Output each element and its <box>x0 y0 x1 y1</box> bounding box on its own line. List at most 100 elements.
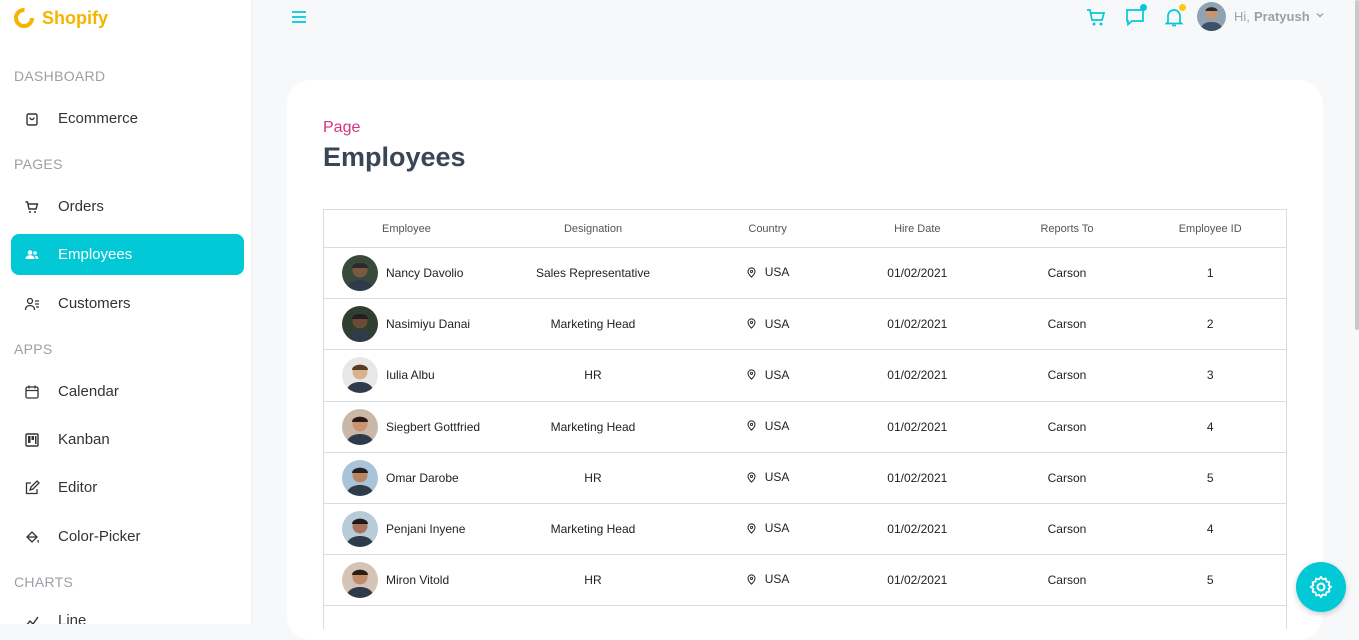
person-photo-icon <box>342 357 378 394</box>
designation-cell: HR <box>584 368 602 383</box>
avatar[interactable] <box>1197 2 1226 31</box>
line-chart-icon <box>26 616 39 624</box>
column-header-hire-date[interactable]: Hire Date <box>894 222 941 235</box>
sidebar-item-color-picker[interactable]: Color-Picker <box>11 516 244 557</box>
table-row[interactable]: Iulia Albu HR USA 01/02/2021 Carson 3 <box>324 350 1286 402</box>
employee-cell: Penjani Inyene <box>324 511 486 548</box>
brand-logo[interactable]: Shopify <box>14 6 108 30</box>
location-pin-icon <box>747 318 756 329</box>
location-pin-icon <box>747 369 756 380</box>
cart-icon[interactable] <box>1085 6 1107 28</box>
employee-cell: Nancy Davolio <box>324 255 486 292</box>
reports-to-cell: Carson <box>1047 368 1087 383</box>
country-cell: USA <box>700 419 835 435</box>
column-header-country[interactable]: Country <box>748 222 787 235</box>
customers-icon <box>24 297 39 310</box>
hire-date-cell: 01/02/2021 <box>887 419 948 434</box>
location-pin-icon <box>747 267 756 278</box>
employee-avatar <box>342 562 378 599</box>
kanban-icon <box>25 432 39 447</box>
table-row[interactable]: Nasimiyu Danai Marketing Head USA 01/02/… <box>324 299 1286 351</box>
country-value: USA <box>764 418 790 433</box>
edit-icon <box>25 479 40 494</box>
sidebar-item-label: Ecommerce <box>58 110 139 127</box>
sidebar-item-ecommerce[interactable]: Ecommerce <box>11 98 244 139</box>
bell-icon[interactable] <box>1163 6 1185 28</box>
employee-cell: Nasimiyu Danai <box>324 306 486 343</box>
employee-id-cell: 4 <box>1206 522 1214 537</box>
sidebar-item-calendar[interactable]: Calendar <box>11 371 244 412</box>
person-photo-icon <box>342 408 378 445</box>
settings-button[interactable] <box>1296 562 1346 612</box>
section-dashboard: DASHBOARD <box>14 68 106 84</box>
table-row[interactable]: Siegbert Gottfried Marketing Head USA 01… <box>324 402 1286 453</box>
sidebar: Shopify DASHBOARD Ecommerce PAGES Orders… <box>0 0 252 624</box>
person-photo-icon <box>342 255 378 292</box>
sidebar-item-kanban[interactable]: Kanban <box>11 419 244 460</box>
person-photo-icon <box>342 511 378 548</box>
sidebar-item-line[interactable]: Line <box>11 600 244 624</box>
person-photo-icon <box>342 459 378 496</box>
reports-to-cell: Carson <box>1047 317 1087 332</box>
content-card <box>287 80 1323 640</box>
chevron-down-icon[interactable] <box>1315 10 1325 20</box>
employee-id-cell: 5 <box>1206 470 1214 485</box>
table-row[interactable]: Omar Darobe HR USA 01/02/2021 Carson 5 <box>324 453 1286 504</box>
reports-to-cell: Carson <box>1047 266 1087 281</box>
table-row[interactable]: Nancy Davolio Sales Representative USA 0… <box>324 248 1286 300</box>
section-charts: CHARTS <box>14 574 74 590</box>
designation-cell: Marketing Head <box>550 419 636 434</box>
column-header-employee[interactable]: Employee <box>382 222 431 235</box>
employee-id-cell: 2 <box>1206 317 1214 332</box>
people-icon <box>25 249 39 259</box>
hire-date-cell: 01/02/2021 <box>887 470 948 485</box>
table-row[interactable]: Penjani Inyene Marketing Head USA 01/02/… <box>324 504 1286 556</box>
sidebar-item-label: Line <box>58 612 87 624</box>
column-header-designation[interactable]: Designation <box>563 222 623 235</box>
column-header-employee-id[interactable]: Employee ID <box>1178 222 1242 235</box>
greeting-text: Hi, <box>1234 9 1250 24</box>
section-pages: PAGES <box>14 156 63 172</box>
employees-table: Employee Designation Country Hire Date R… <box>323 209 1287 629</box>
employee-name: Nancy Davolio <box>386 266 464 281</box>
designation-cell: HR <box>584 573 602 588</box>
table-body: Nancy Davolio Sales Representative USA 0… <box>324 248 1286 629</box>
country-cell: USA <box>700 368 835 384</box>
chat-notification-dot <box>1140 4 1147 11</box>
employee-avatar <box>342 255 378 292</box>
brand-name: Shopify <box>42 7 108 28</box>
location-pin-icon <box>747 574 756 585</box>
sidebar-item-customers[interactable]: Customers <box>11 283 244 324</box>
designation-cell: Sales Representative <box>535 266 651 281</box>
shopping-bag-icon <box>26 112 38 126</box>
sidebar-item-employees[interactable]: Employees <box>11 234 244 275</box>
employee-cell: Iulia Albu <box>324 357 486 394</box>
menu-icon[interactable] <box>290 8 308 26</box>
hire-date-cell: 01/02/2021 <box>887 522 948 537</box>
sidebar-item-label: Employees <box>58 246 133 263</box>
location-pin-icon <box>747 523 756 534</box>
designation-cell: HR <box>584 470 602 485</box>
table-row[interactable]: Miron Vitold HR USA 01/02/2021 Carson 5 <box>324 555 1286 607</box>
employee-id-cell: 1 <box>1206 266 1214 281</box>
scrollbar[interactable] <box>1355 0 1359 330</box>
table-row-partial[interactable] <box>324 606 1286 629</box>
country-value: USA <box>764 521 790 536</box>
section-apps: APPS <box>14 341 53 357</box>
user-avatar-icon <box>1197 2 1226 31</box>
column-header-reports-to[interactable]: Reports To <box>1040 222 1094 235</box>
person-photo-icon <box>342 306 378 343</box>
employee-name: Nasimiyu Danai <box>386 317 471 332</box>
sidebar-item-editor[interactable]: Editor <box>11 467 244 508</box>
designation-cell: Marketing Head <box>550 522 636 537</box>
chat-icon[interactable] <box>1124 6 1146 28</box>
employee-name: Omar Darobe <box>386 470 459 485</box>
country-cell: USA <box>700 572 835 588</box>
country-cell: USA <box>700 317 835 333</box>
country-value: USA <box>764 572 790 587</box>
sidebar-item-orders[interactable]: Orders <box>11 186 244 227</box>
designation-cell: Marketing Head <box>550 317 636 332</box>
employee-id-cell: 4 <box>1206 419 1214 434</box>
user-name[interactable]: Pratyush <box>1254 9 1310 24</box>
employee-avatar <box>342 511 378 548</box>
